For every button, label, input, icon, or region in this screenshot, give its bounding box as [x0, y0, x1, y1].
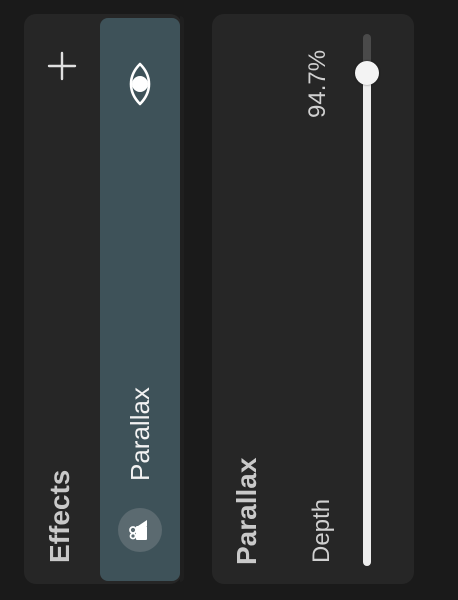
depth-value: 94.7% [304, 49, 331, 118]
effects-title: Effects [44, 469, 75, 563]
effect-settings-panel [212, 14, 414, 584]
effect-type-badge [118, 508, 162, 552]
effect-name: Parallax [125, 387, 155, 481]
video-camera-icon [129, 520, 147, 540]
plus-icon [47, 51, 77, 81]
settings-title: Parallax [231, 457, 262, 565]
depth-slider[interactable] [355, 34, 379, 566]
visibility-toggle[interactable] [122, 62, 158, 106]
depth-slider-thumb[interactable] [355, 60, 379, 85]
depth-slider-fill [363, 72, 371, 566]
effect-item-parallax[interactable]: Parallax [100, 18, 180, 581]
eye-icon [129, 62, 151, 106]
add-effect-button[interactable] [44, 48, 80, 84]
depth-label: Depth [308, 498, 335, 563]
